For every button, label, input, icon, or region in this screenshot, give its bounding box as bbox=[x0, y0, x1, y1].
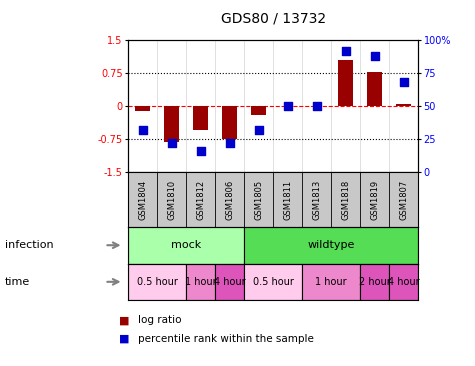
Bar bbox=[251, 106, 266, 115]
Text: GSM1806: GSM1806 bbox=[225, 179, 234, 220]
Bar bbox=[164, 106, 179, 142]
Bar bbox=[244, 227, 418, 264]
Text: 0.5 hour: 0.5 hour bbox=[253, 277, 294, 287]
Text: log ratio: log ratio bbox=[138, 315, 181, 325]
Text: GSM1818: GSM1818 bbox=[341, 179, 350, 220]
Bar bbox=[128, 264, 186, 300]
Point bbox=[226, 140, 234, 146]
Bar bbox=[186, 264, 215, 300]
Bar bbox=[367, 72, 382, 106]
Text: 0.5 hour: 0.5 hour bbox=[137, 277, 178, 287]
Point bbox=[284, 103, 292, 109]
Text: 2 hour: 2 hour bbox=[359, 277, 390, 287]
Bar bbox=[135, 106, 150, 111]
Point bbox=[255, 127, 263, 133]
Text: ■: ■ bbox=[119, 315, 129, 325]
Text: 4 hour: 4 hour bbox=[214, 277, 246, 287]
Bar bbox=[128, 227, 244, 264]
Bar bbox=[396, 104, 411, 106]
Text: GSM1812: GSM1812 bbox=[196, 179, 205, 220]
Point bbox=[197, 148, 204, 154]
Text: GDS80 / 13732: GDS80 / 13732 bbox=[220, 11, 326, 25]
Bar bbox=[215, 264, 244, 300]
Text: 1 hour: 1 hour bbox=[185, 277, 217, 287]
Text: GSM1810: GSM1810 bbox=[167, 179, 176, 220]
Text: GSM1804: GSM1804 bbox=[138, 179, 147, 220]
Text: GSM1807: GSM1807 bbox=[399, 179, 408, 220]
Text: mock: mock bbox=[171, 240, 201, 250]
Point bbox=[139, 127, 147, 133]
Bar bbox=[338, 60, 353, 106]
Text: wildtype: wildtype bbox=[307, 240, 355, 250]
Text: time: time bbox=[5, 277, 30, 287]
Bar bbox=[389, 264, 418, 300]
Point bbox=[168, 140, 176, 146]
Text: infection: infection bbox=[5, 240, 53, 250]
Text: GSM1805: GSM1805 bbox=[254, 179, 263, 220]
Text: 4 hour: 4 hour bbox=[388, 277, 419, 287]
Bar bbox=[222, 106, 237, 139]
Text: ■: ■ bbox=[119, 333, 129, 344]
Text: percentile rank within the sample: percentile rank within the sample bbox=[138, 333, 314, 344]
Text: GSM1819: GSM1819 bbox=[370, 179, 379, 220]
Bar bbox=[244, 264, 302, 300]
Bar bbox=[360, 264, 389, 300]
Point bbox=[313, 103, 321, 109]
Point bbox=[370, 53, 378, 59]
Text: GSM1813: GSM1813 bbox=[312, 179, 321, 220]
Bar bbox=[302, 264, 360, 300]
Text: 1 hour: 1 hour bbox=[315, 277, 347, 287]
Point bbox=[400, 79, 408, 85]
Point bbox=[342, 48, 350, 54]
Bar bbox=[193, 106, 208, 130]
Text: GSM1811: GSM1811 bbox=[283, 179, 292, 220]
